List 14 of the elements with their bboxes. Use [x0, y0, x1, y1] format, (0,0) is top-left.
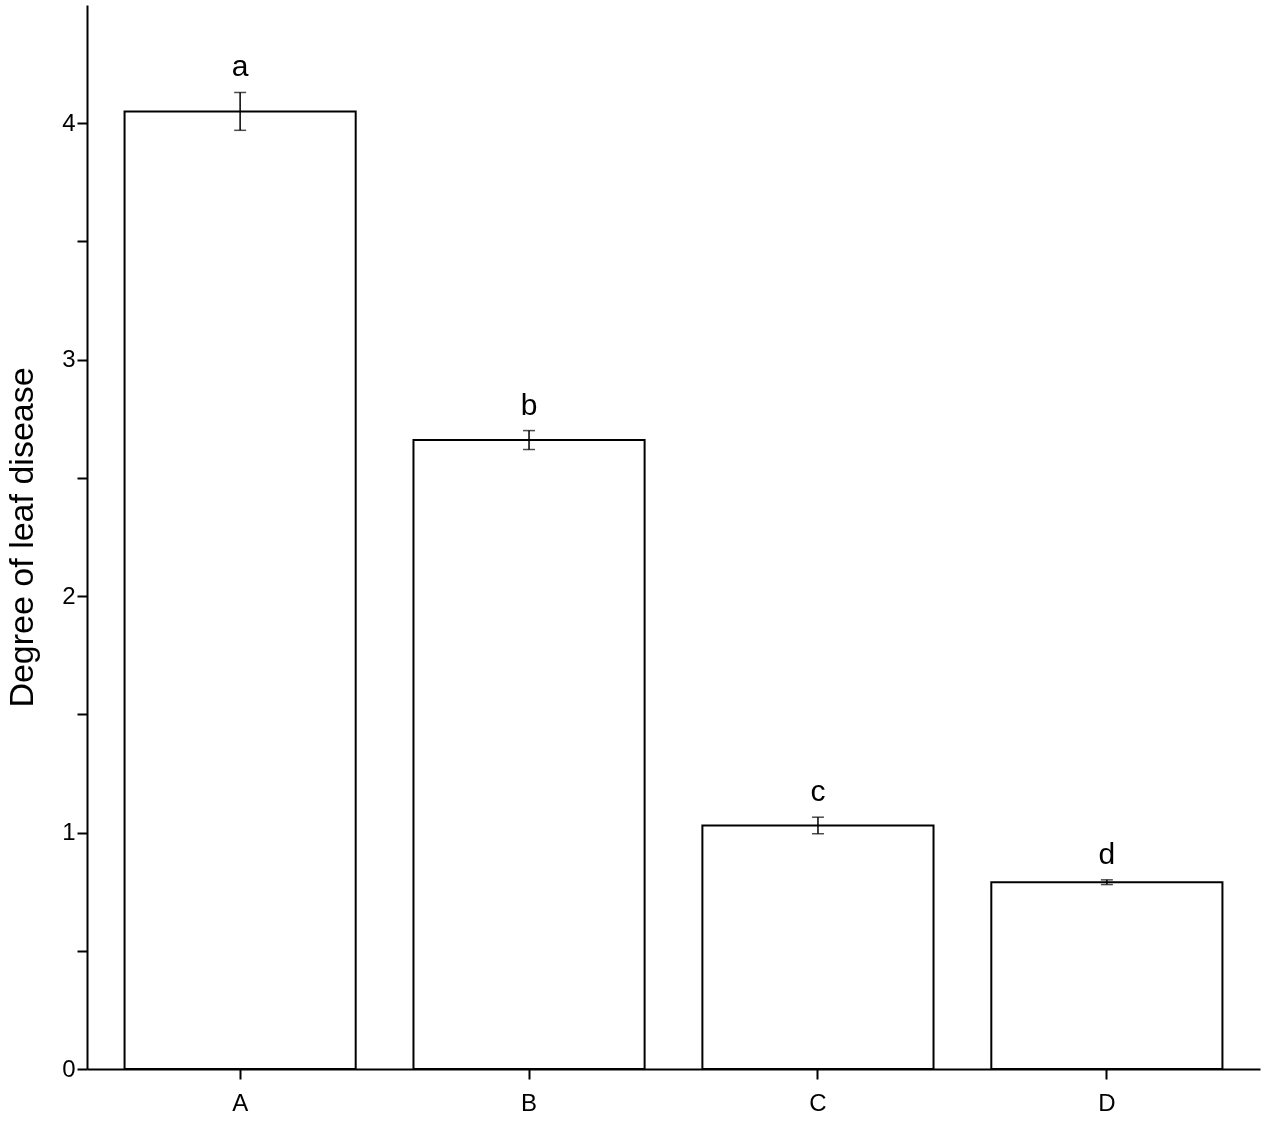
x-tick-label: C: [809, 1088, 827, 1116]
x-tick-label: A: [232, 1088, 249, 1116]
annotation: d: [1098, 836, 1116, 870]
y-tick-label: 3: [62, 345, 76, 373]
annotation: b: [520, 387, 538, 421]
y-tick-label: 4: [62, 108, 76, 136]
y-axis-title: Degree of leaf disease: [2, 367, 41, 708]
x-tick-label: D: [1098, 1088, 1116, 1116]
y-tick-label: 0: [62, 1054, 76, 1082]
annotation: a: [231, 49, 249, 83]
y-tick-label: 1: [62, 818, 76, 846]
annotation: c: [810, 774, 826, 808]
x-tick-label: B: [521, 1088, 538, 1116]
y-tick-label: 2: [62, 581, 76, 609]
